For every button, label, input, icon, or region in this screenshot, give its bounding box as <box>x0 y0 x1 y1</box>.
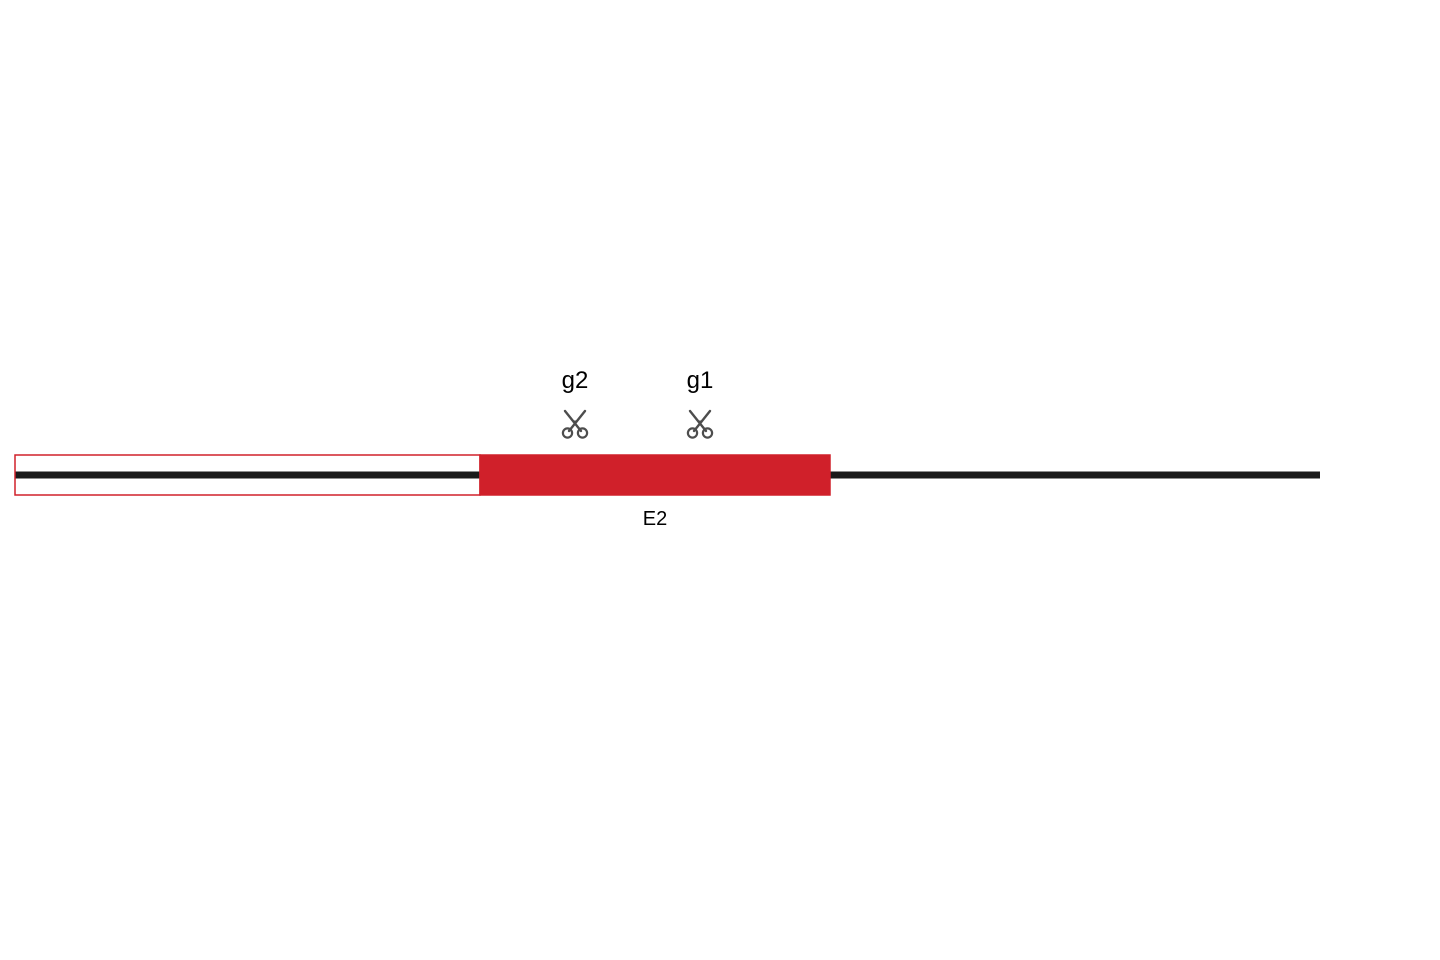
guide-label-g2: g2 <box>562 367 589 394</box>
guide-label-g1: g1 <box>687 367 714 394</box>
scissors-icon-g1 <box>688 411 712 438</box>
exon-label: E2 <box>643 508 667 530</box>
scissors-icon-g2 <box>563 411 587 438</box>
exon-box <box>480 455 830 495</box>
